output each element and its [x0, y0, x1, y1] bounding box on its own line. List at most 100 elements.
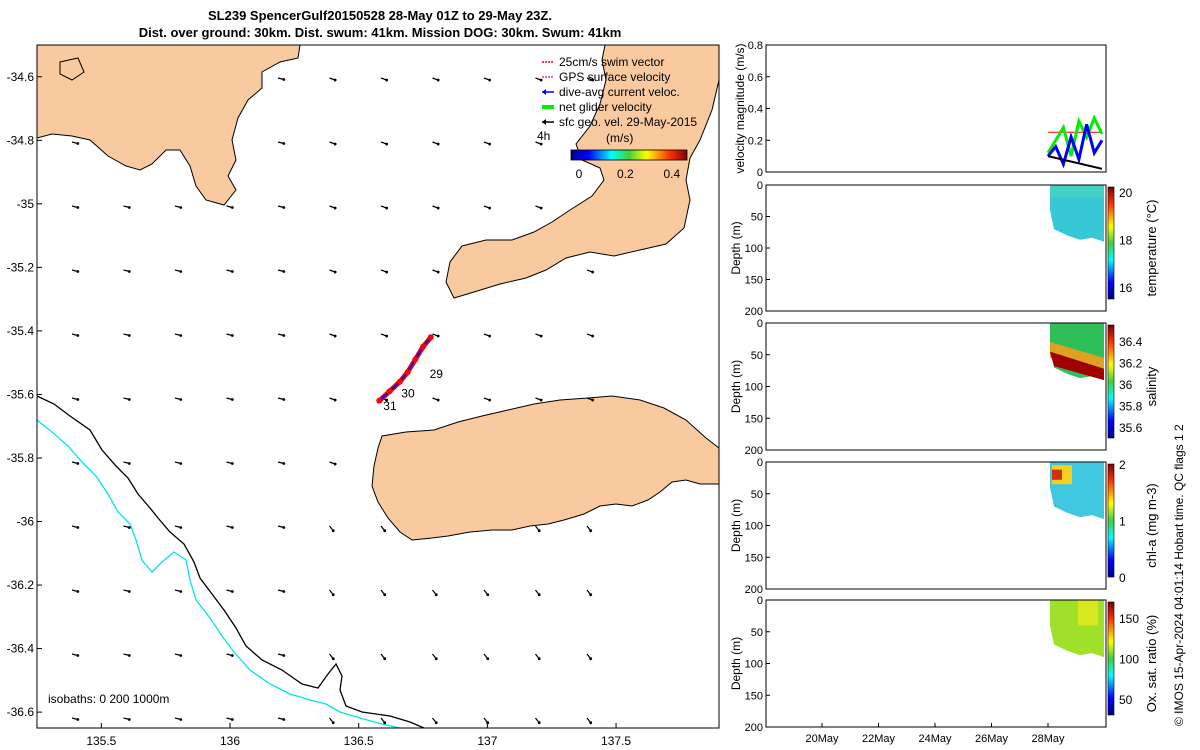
surface-velocity-arrowhead	[539, 142, 543, 146]
map-frame	[36, 44, 720, 729]
map-ytick-label: -35	[17, 197, 35, 211]
panel-ytick-label: 200	[745, 722, 763, 734]
swim-vector-point	[427, 334, 434, 341]
panel-ytick-label: 100	[745, 382, 763, 394]
map-ytick-label: -36.4	[7, 642, 35, 656]
surface-velocity-arrowhead	[230, 654, 234, 657]
map-xtick-label: 136	[220, 734, 240, 748]
surface-velocity-arrowhead	[385, 398, 389, 402]
panel-ylabel: Depth (m)	[729, 499, 743, 552]
panel-colorbar	[1107, 324, 1115, 439]
surface-velocity-arrowhead	[230, 398, 234, 401]
panel-ytick-label: 0	[757, 595, 763, 607]
panel-ytick-label: 100	[745, 659, 763, 671]
surface-velocity-arrowhead	[434, 721, 438, 725]
time-label: 4h	[537, 129, 550, 143]
panel-sal: 0 50 100 150 200 Depth (m) 35.6 35.8 36 36.2 36.4 s…	[729, 318, 1159, 457]
surface-velocity-arrowhead	[436, 206, 440, 210]
panel-xtick-label: 22May	[862, 733, 896, 745]
swim-vector-point	[376, 397, 383, 404]
panel-ytick-label: 0	[757, 167, 763, 179]
surface-velocity-arrowhead	[76, 206, 80, 209]
isobaths-label: isobaths: 0 200 1000m	[48, 692, 169, 706]
surface-velocity-arrowhead	[230, 526, 234, 529]
panel-ylabel: velocity magnitude (m/s)	[733, 43, 747, 173]
panel-xtick-label: 24May	[918, 733, 952, 745]
legend-arrowhead-dive	[542, 89, 546, 95]
surface-velocity-arrowhead	[591, 398, 595, 402]
panel-frame	[765, 44, 1107, 173]
surface-velocity-arrowhead	[179, 718, 183, 721]
panel-ytick-label: 200	[745, 445, 763, 457]
panel-xtick-label: 28May	[1031, 733, 1065, 745]
surface-velocity-arrowhead	[230, 462, 234, 465]
panel-ytick-label: 200	[745, 306, 763, 318]
surface-velocity-arrowhead	[76, 526, 80, 529]
surface-velocity-arrowhead	[488, 142, 492, 146]
surface-velocity-arrowhead	[282, 398, 286, 401]
panel-colorbar	[1107, 186, 1115, 300]
surface-velocity-arrowhead	[179, 206, 183, 209]
map-panel: 29 30 31 135.5 136 136.5 137 137.5 -34.6 -34.8 -3…	[7, 44, 720, 748]
panel-colorbar-tick-label: 150	[1119, 612, 1139, 626]
surface-velocity-arrowhead	[127, 590, 131, 593]
panel-colorbar-tick-label: 2	[1119, 458, 1126, 472]
surface-velocity-arrowhead	[436, 142, 440, 146]
track-day-label: 29	[430, 367, 444, 381]
panel-colorbar-tick-label: 16	[1119, 281, 1133, 295]
surface-velocity-arrowhead	[385, 78, 389, 82]
map-ytick-label: -34.6	[7, 70, 35, 84]
surface-velocity-arrowhead	[436, 270, 440, 274]
surface-velocity-arrowhead	[537, 593, 541, 597]
surface-velocity-arrowhead	[333, 206, 337, 210]
surface-velocity-arrowhead	[331, 529, 335, 533]
panel-ytick-label: 0.2	[748, 135, 763, 147]
legend-label-net: net glider velocity	[559, 100, 652, 114]
surface-velocity-arrowhead	[488, 398, 492, 402]
panel-colorbar-label: salinity	[1144, 366, 1159, 406]
chart-title-line1: SL239 SpencerGulf20150528 28-May 01Z to …	[208, 8, 552, 23]
section-fill-upper	[1050, 185, 1104, 198]
surface-velocity-arrowhead	[385, 206, 389, 210]
panel-colorbar-label: chl-a (mg m-3)	[1144, 483, 1159, 568]
surface-velocity-arrowhead	[282, 718, 286, 721]
surface-velocity-arrowhead	[591, 78, 595, 82]
surface-velocity-arrowhead	[537, 721, 541, 725]
surface-velocity-arrowhead	[385, 334, 389, 338]
surface-velocity-arrowhead	[127, 334, 131, 337]
surface-velocity-arrowhead	[486, 657, 490, 661]
swim-vector-point	[404, 369, 411, 376]
credit-text: © IMOS 15-Apr-2024 04:01:14 Hobart time.…	[1172, 424, 1186, 726]
surface-velocity-arrowhead	[76, 590, 80, 593]
map-xtick-label: 136.5	[344, 734, 374, 748]
surface-velocity-arrowhead	[76, 334, 80, 337]
panel-ylabel: Depth (m)	[729, 221, 743, 274]
panel-ytick-label: 200	[745, 584, 763, 596]
surface-velocity-arrowhead	[539, 206, 543, 210]
surface-velocity-arrowhead	[385, 142, 389, 146]
panel-ytick-label: 150	[745, 690, 763, 702]
panel-colorbar-tick-label: 100	[1119, 653, 1139, 667]
surface-velocity-arrowhead	[383, 657, 387, 661]
surface-velocity-arrowhead	[282, 78, 286, 81]
panel-colorbar-tick-label: 35.8	[1119, 400, 1143, 414]
surface-velocity-arrowhead	[331, 721, 335, 725]
surface-velocity-arrowhead	[537, 529, 541, 533]
panel-ytick-label: 0.6	[748, 72, 763, 84]
surface-velocity-arrowhead	[591, 270, 595, 274]
track-day-label: 31	[383, 399, 397, 413]
panel-ox: 0 50 100 150 200 Depth (m) 50 100 150 Ox. sat. ra…	[729, 595, 1159, 745]
surface-velocity-arrowhead	[436, 78, 440, 82]
colorbar-tick-label: 0.2	[617, 167, 634, 181]
panel-colorbar-tick-label: 36.2	[1119, 357, 1143, 371]
surface-velocity-arrowhead	[230, 590, 234, 593]
surface-velocity-arrowhead	[282, 334, 286, 337]
section-fill-deep	[1050, 351, 1104, 381]
chart-title-line2: Dist. over ground: 30km. Dist. swum: 41k…	[138, 25, 622, 40]
surface-velocity-arrowhead	[127, 718, 131, 721]
surface-velocity-arrowhead	[230, 334, 234, 337]
surface-velocity-arrowhead	[537, 657, 541, 661]
map-ytick-label: -35.6	[7, 387, 35, 401]
surface-velocity-arrowhead	[282, 206, 286, 209]
panel-ytick-label: 100	[745, 521, 763, 533]
